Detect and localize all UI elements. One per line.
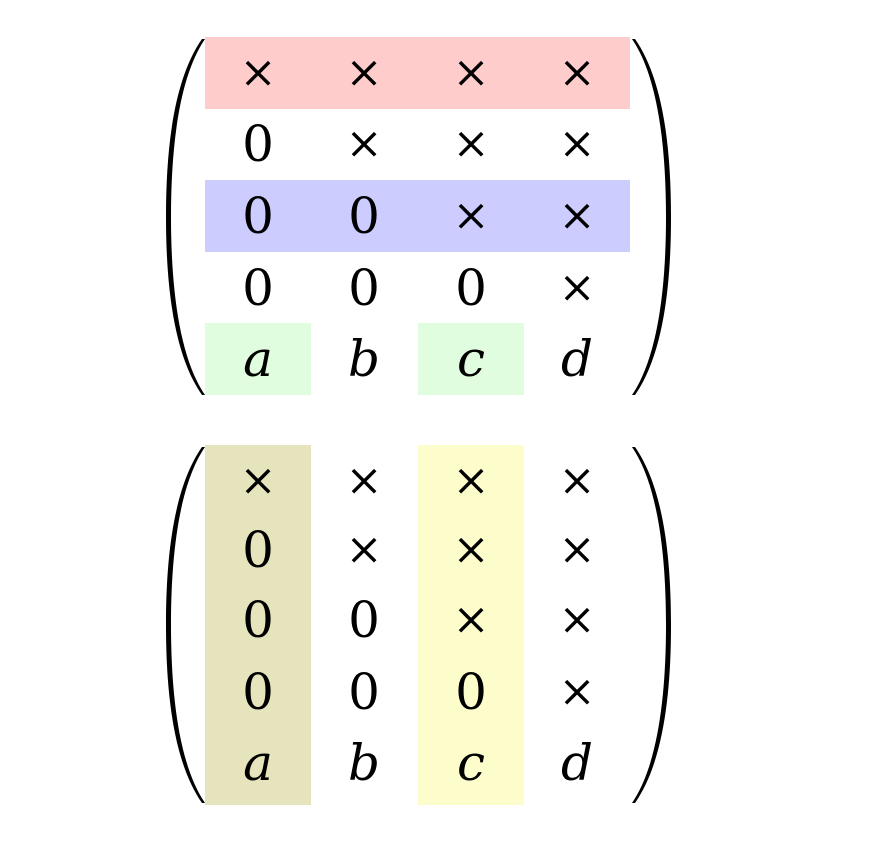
matrix-entry: × <box>239 455 277 506</box>
matrix-entry: × <box>558 666 596 717</box>
matrix-entry: 0 <box>242 187 274 245</box>
matrix-entry: b <box>347 734 380 792</box>
matrix-entry: × <box>558 524 596 575</box>
column-highlight <box>418 445 524 805</box>
matrix-entry: × <box>345 524 383 575</box>
matrix-entry: × <box>345 47 383 98</box>
bottom-matrix: × × × × 0 × × × 0 0 × × 0 0 0 × a b c d <box>0 420 877 857</box>
right-parenthesis <box>626 445 672 805</box>
matrix-entry: × <box>239 47 277 98</box>
matrix-entry: 0 <box>348 663 380 721</box>
matrix-entry: 0 <box>242 591 274 649</box>
matrix-entry: 0 <box>455 663 487 721</box>
matrix-entry: × <box>558 262 596 313</box>
matrix-entry: × <box>452 455 490 506</box>
matrix-entry: a <box>243 330 273 388</box>
column-highlight <box>205 445 311 805</box>
matrix-entry: × <box>452 190 490 241</box>
matrix-entry: d <box>560 330 593 388</box>
matrix-entry: × <box>452 524 490 575</box>
cell-highlight <box>205 323 311 395</box>
matrix-entry: d <box>560 734 593 792</box>
top-matrix: × × × × 0 × × × 0 0 × × 0 0 0 × a b c d <box>0 0 877 420</box>
matrix-entry: 0 <box>348 259 380 317</box>
matrix-entry: 0 <box>455 259 487 317</box>
matrix-entry: × <box>452 594 490 645</box>
matrix-entry: × <box>558 455 596 506</box>
matrix-entry: × <box>452 47 490 98</box>
matrix-entry: × <box>558 118 596 169</box>
matrix-entry: 0 <box>348 187 380 245</box>
matrix-entry: a <box>243 734 273 792</box>
right-parenthesis <box>626 37 672 397</box>
left-parenthesis <box>165 445 211 805</box>
matrix-entry: 0 <box>242 663 274 721</box>
matrix-entry: × <box>558 47 596 98</box>
left-parenthesis <box>165 37 211 397</box>
matrix-entry: 0 <box>348 591 380 649</box>
matrix-entry: × <box>345 455 383 506</box>
matrix-entry: 0 <box>242 259 274 317</box>
matrix-entry: 0 <box>242 521 274 579</box>
matrix-entry: c <box>456 734 485 792</box>
matrix-entry: × <box>558 190 596 241</box>
matrix-entry: c <box>456 330 485 388</box>
matrix-entry: × <box>345 118 383 169</box>
cell-highlight <box>418 323 524 395</box>
matrix-entry: 0 <box>242 115 274 173</box>
matrix-entry: × <box>452 118 490 169</box>
matrix-entry: b <box>347 330 380 388</box>
row-highlight <box>205 180 630 252</box>
matrix-entry: × <box>558 594 596 645</box>
row-highlight <box>205 37 630 109</box>
